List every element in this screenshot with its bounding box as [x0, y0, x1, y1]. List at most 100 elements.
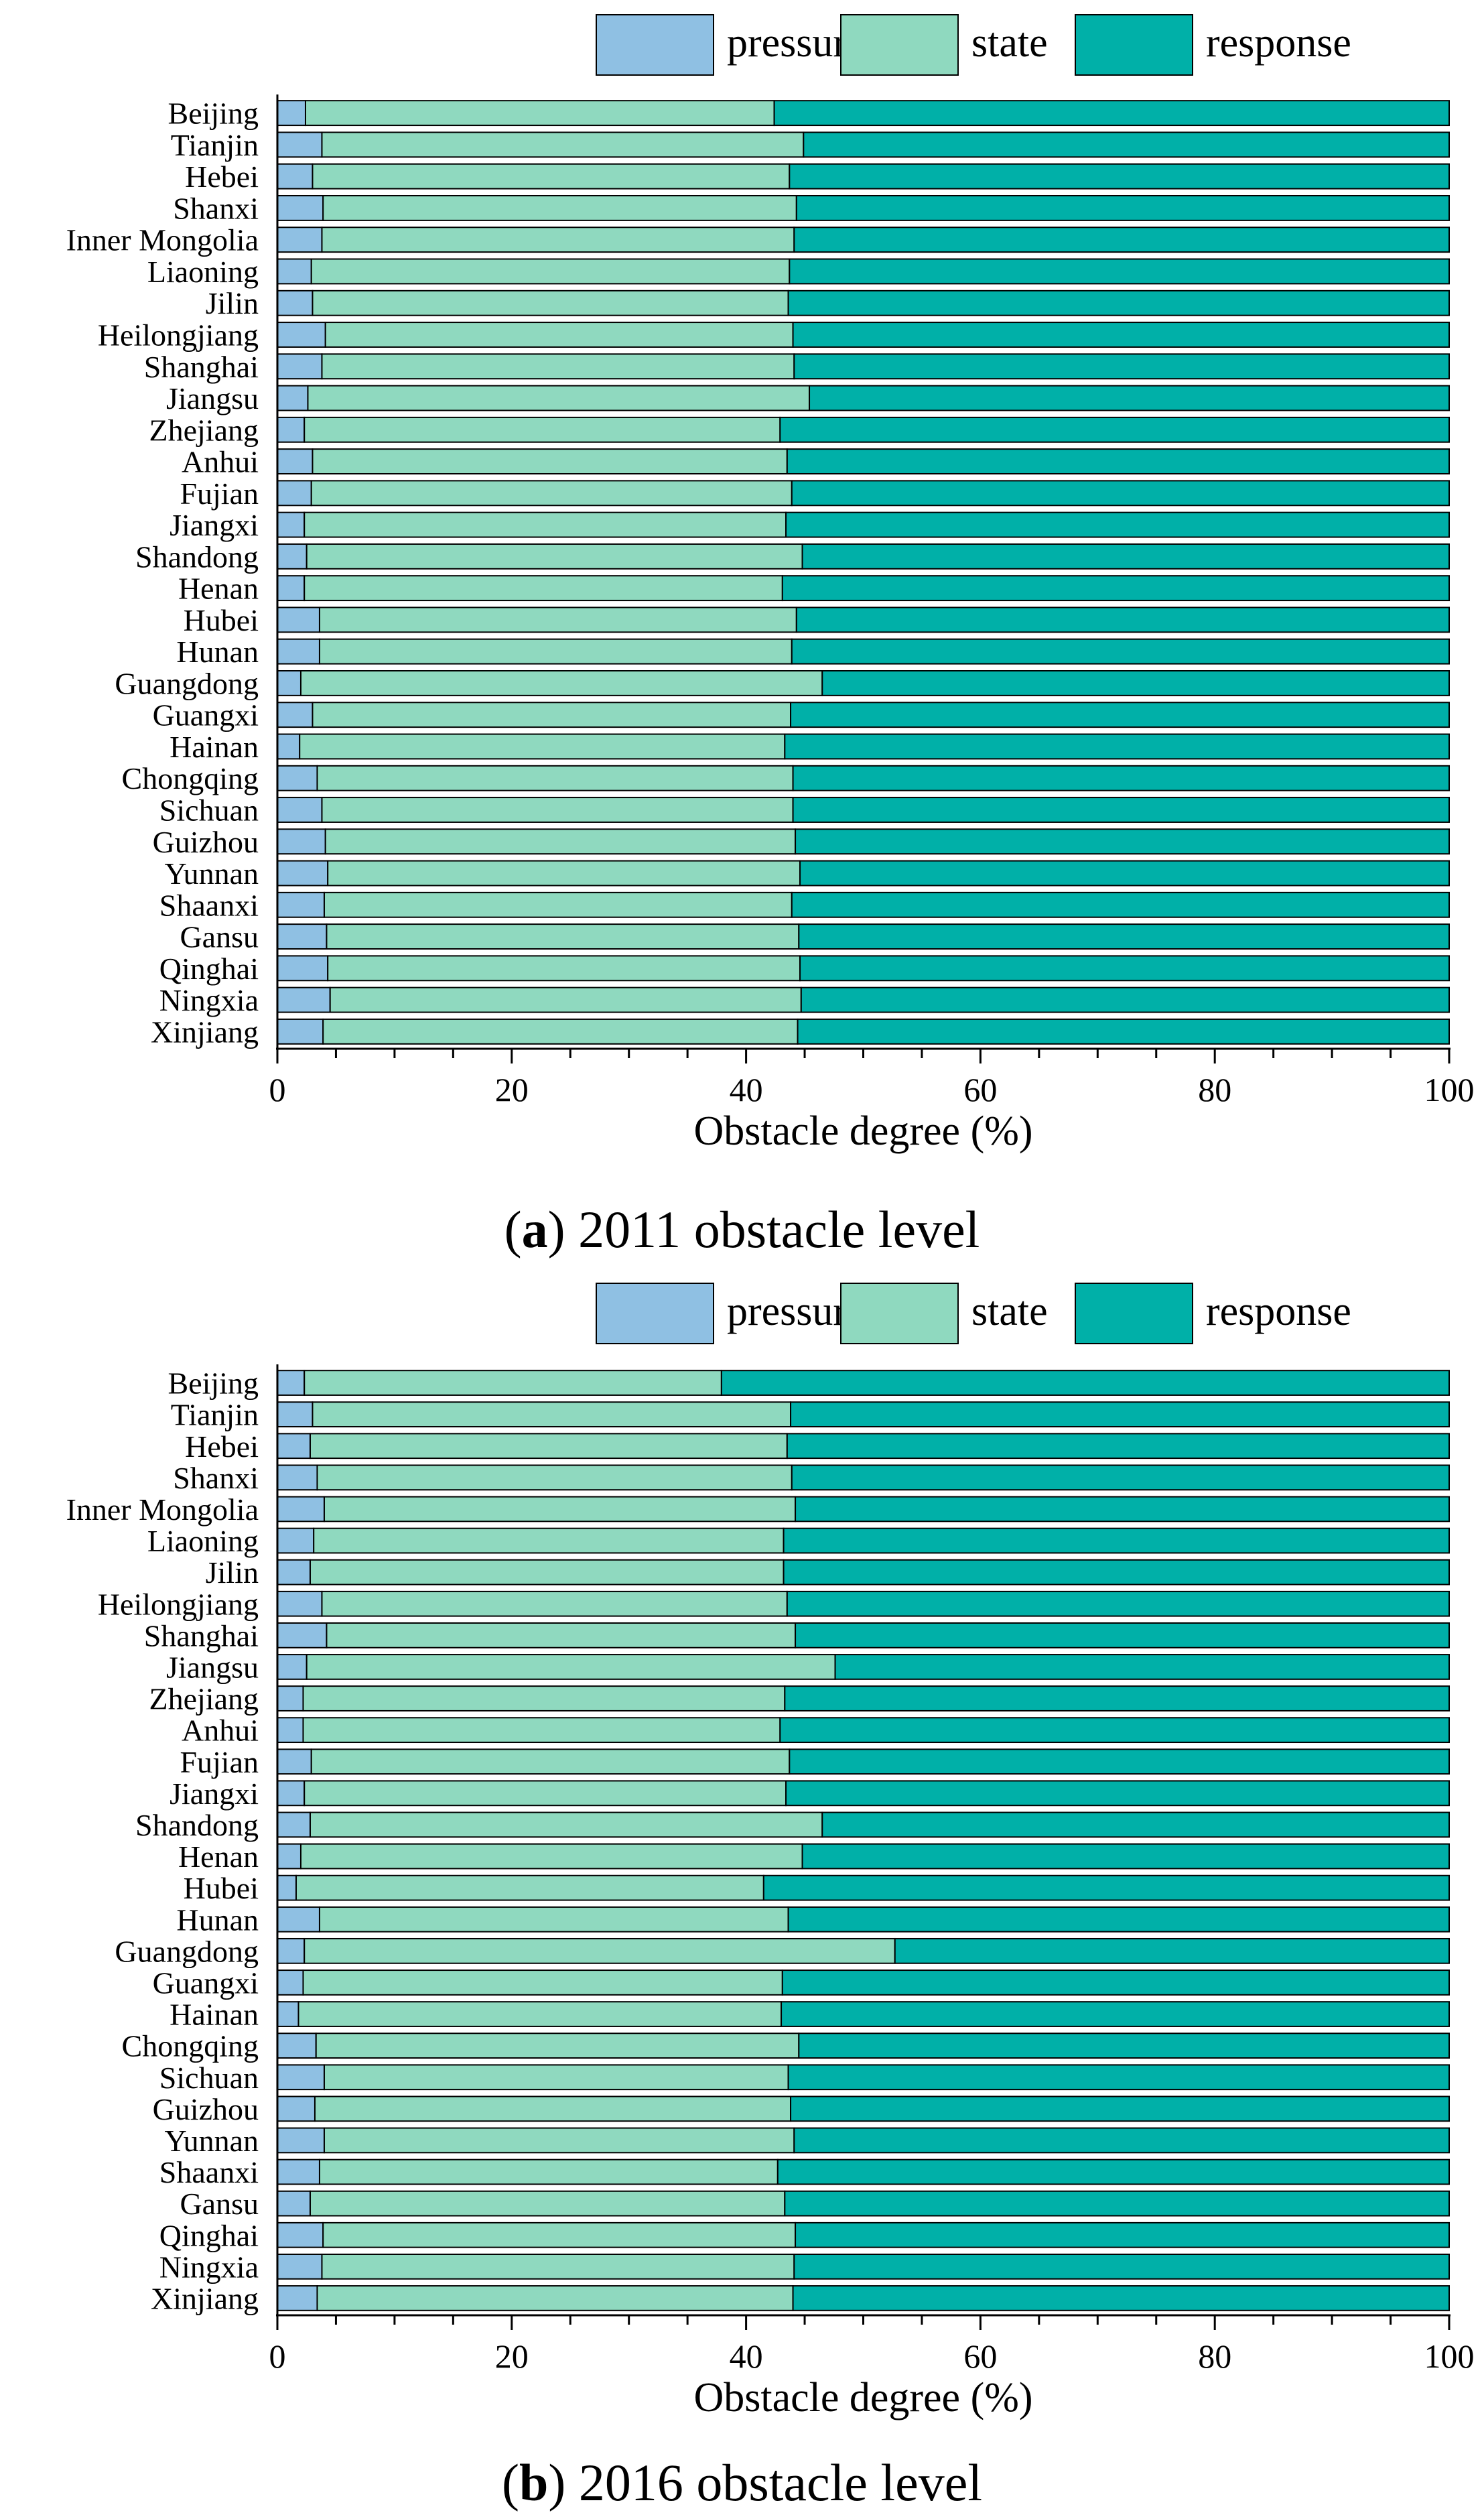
- x-tick-label: 20: [495, 2337, 529, 2375]
- bar-pressure: [277, 1433, 311, 1460]
- bar-state: [321, 131, 805, 158]
- bar-response: [795, 194, 1450, 221]
- bar-state: [327, 955, 801, 982]
- y-tick-label: Hunan: [176, 1902, 259, 1937]
- bar-response: [790, 702, 1450, 728]
- bar-response: [762, 1874, 1450, 1901]
- bar-response: [789, 1748, 1450, 1775]
- bar-state: [297, 2001, 783, 2027]
- bar-state: [318, 606, 797, 633]
- bar-response: [789, 163, 1450, 190]
- bar-state: [302, 1685, 786, 1711]
- y-tick-label: Inner Mongolia: [66, 1492, 259, 1527]
- y-tick-label: Jiangsu: [166, 1650, 259, 1684]
- bar-pressure: [277, 1527, 315, 1554]
- y-tick-label: Jiangxi: [170, 1777, 259, 1811]
- caption-letter: b: [519, 2453, 549, 2512]
- y-tick-label: Guizhou: [153, 825, 259, 859]
- bar-state: [323, 2127, 795, 2154]
- bar-pressure: [277, 1370, 306, 1396]
- y-tick-label: Qinghai: [159, 952, 259, 986]
- bar-response: [720, 1370, 1450, 1396]
- bar-state: [310, 1748, 791, 1775]
- bar-state: [309, 1559, 785, 1586]
- bar-pressure: [277, 923, 328, 950]
- bar-state: [302, 1969, 783, 1996]
- bar-response: [792, 765, 1451, 791]
- y-tick-label: Shanxi: [173, 1461, 259, 1495]
- bar-response: [787, 289, 1450, 316]
- bars: [277, 100, 1451, 1045]
- legend-swatch-pressure: [596, 14, 714, 76]
- bar-pressure: [277, 2158, 320, 2185]
- bar-state: [316, 765, 794, 791]
- bar-state: [299, 669, 823, 696]
- legend-label-response: response: [1206, 1289, 1351, 1334]
- bar-pressure: [277, 2127, 325, 2154]
- bar-response: [786, 1433, 1450, 1460]
- bar-state: [312, 163, 791, 190]
- bar-pressure: [277, 1464, 318, 1491]
- bar-state: [326, 1622, 797, 1649]
- x-tick-label: 100: [1424, 1071, 1475, 1108]
- caption-text: 2011 obstacle level: [578, 1200, 980, 1258]
- bar-response: [791, 891, 1451, 918]
- bar-response: [792, 797, 1451, 823]
- legend-swatch-state: [840, 14, 959, 76]
- bar-pressure: [277, 1622, 328, 1649]
- bar-response: [799, 860, 1450, 887]
- bar-response: [791, 1464, 1451, 1491]
- bar-pressure: [277, 131, 323, 158]
- legend-swatch-state: [840, 1283, 959, 1344]
- bar-pressure: [277, 606, 320, 633]
- bar-response: [779, 1717, 1451, 1744]
- y-tick-label: Hebei: [185, 159, 259, 194]
- bar-response: [793, 227, 1450, 253]
- bar-response: [781, 1969, 1450, 1996]
- x-tick-label: 80: [1198, 1071, 1231, 1108]
- bar-pressure: [277, 986, 331, 1013]
- bar-pressure: [277, 163, 314, 190]
- x-tick-label: 20: [495, 1071, 529, 1108]
- bar-state: [315, 2032, 800, 2059]
- bar-pressure: [277, 669, 301, 696]
- y-tick-label: Fujian: [180, 476, 259, 511]
- y-tick-label: Liaoning: [147, 1524, 259, 1558]
- bar-response: [803, 131, 1450, 158]
- bar-state: [306, 543, 803, 570]
- bar-pressure: [277, 385, 309, 411]
- bar-pressure: [277, 1874, 297, 1901]
- y-tick-label: Zhejiang: [149, 413, 259, 447]
- bar-response: [784, 1685, 1450, 1711]
- bar-state: [326, 923, 800, 950]
- x-tick-label: 60: [963, 2337, 997, 2375]
- chart-panel-2016: pressure state response Beijing Tianjin Hebei…: [0, 1267, 1484, 2519]
- y-tick-label: Hebei: [185, 1429, 259, 1464]
- bar-state: [321, 227, 795, 253]
- bar-response: [797, 1018, 1450, 1045]
- bar-response: [786, 1590, 1450, 1617]
- x-tick-label: 0: [269, 2337, 286, 2375]
- bar-state: [316, 1464, 793, 1491]
- bar-state: [314, 2095, 792, 2122]
- y-tick-label: Tianjin: [171, 128, 259, 162]
- legend-swatch-response: [1075, 1283, 1193, 1344]
- bar-pressure: [277, 1496, 325, 1523]
- y-tick-label: Hubei: [184, 603, 259, 637]
- bar-response: [787, 1906, 1450, 1933]
- bar-state: [310, 480, 793, 507]
- bar-pressure: [277, 1018, 324, 1045]
- y-tick-label: Zhejiang: [149, 1682, 259, 1716]
- y-tick-label: Heilongjiang: [98, 1587, 259, 1621]
- legend-label-state: state: [971, 1289, 1048, 1334]
- bar-response: [791, 638, 1451, 665]
- bar-response: [795, 1622, 1450, 1649]
- bar-pressure: [277, 1906, 320, 1933]
- y-tick-label: Shandong: [135, 1808, 259, 1842]
- bar-state: [323, 1496, 797, 1523]
- bar-pressure: [277, 733, 301, 760]
- bar-pressure: [277, 828, 326, 855]
- y-tick-label: Xinjiang: [151, 1015, 259, 1049]
- legend: pressure state response: [596, 14, 1351, 76]
- bar-state: [295, 1874, 764, 1901]
